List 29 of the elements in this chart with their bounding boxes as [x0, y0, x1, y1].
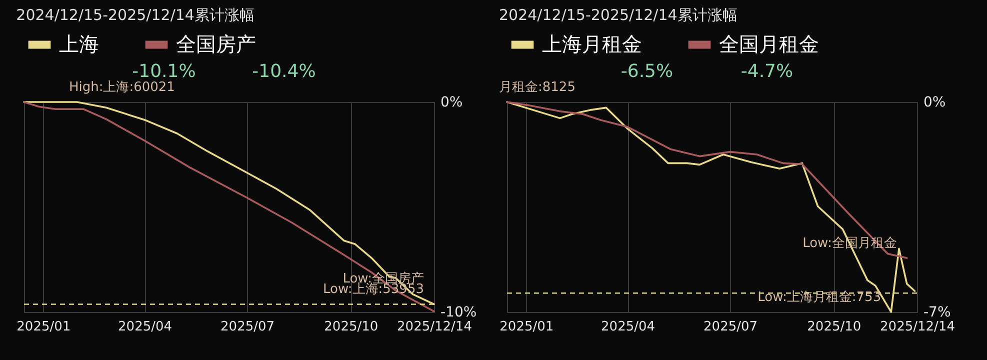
x-tick-label: 2025/04 — [118, 320, 172, 334]
line-series — [506, 101, 908, 259]
x-tick-label: 2025/12/14 — [880, 320, 955, 334]
y-tick-label: 0% — [924, 94, 946, 110]
x-tick-label: 2025/07 — [220, 320, 275, 334]
legend-label: 上海 — [59, 32, 99, 56]
line-series — [506, 101, 916, 313]
y-tick-label: -10% — [440, 304, 477, 320]
legend-label: 上海月租金 — [542, 32, 642, 56]
x-tick-label: 2025/12/14 — [397, 320, 472, 334]
text: -10.1% — [132, 61, 196, 82]
x-tick-label: 2025/01 — [500, 320, 554, 334]
annotation: 月租金:8125 — [499, 80, 576, 95]
chart-title: 2024/12/15-2025/12/14累计涨幅 — [16, 6, 254, 24]
text: -4.7% — [740, 61, 794, 82]
y-tick-label: -7% — [924, 304, 951, 320]
text: -6.5% — [620, 61, 674, 82]
annotation: Low:上海月租金:753 — [758, 290, 882, 305]
text: -10.4% — [252, 61, 316, 82]
y-tick-label: 0% — [440, 94, 463, 110]
x-tick-label: 2025/10 — [807, 320, 862, 334]
x-tick-label: 2025/07 — [704, 320, 758, 334]
x-tick-label: 2025/01 — [16, 320, 71, 334]
annotation: High:上海:60021 — [68, 80, 175, 95]
chart-title: 2024/12/15-2025/12/14累计涨幅 — [499, 6, 738, 24]
x-tick-label: 2025/04 — [601, 320, 656, 334]
legend-label: 全国房产 — [176, 32, 256, 56]
legend-label: 全国月租金 — [719, 32, 819, 56]
x-tick-label: 2025/10 — [324, 320, 378, 334]
